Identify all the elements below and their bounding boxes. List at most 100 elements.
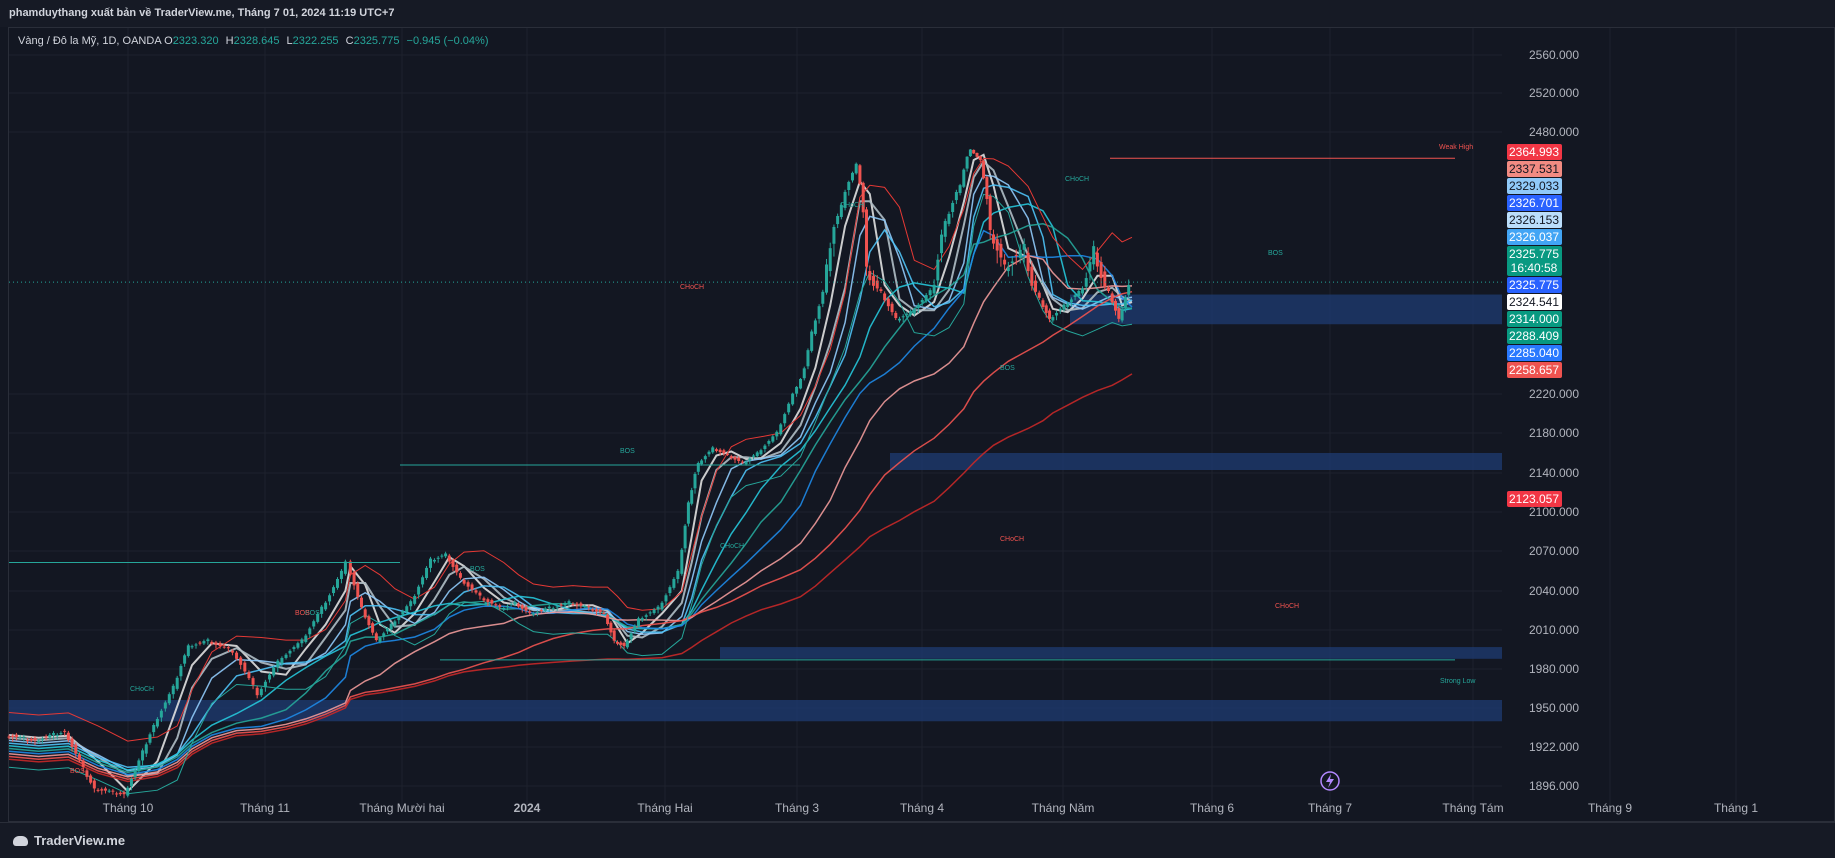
candle-body — [714, 449, 718, 451]
candle-body — [1006, 267, 1010, 272]
price-label-badge — [1507, 229, 1562, 245]
candle-body — [813, 320, 817, 334]
candle-body — [528, 611, 532, 613]
candle-body — [879, 289, 883, 291]
structure-annotation: BOS — [70, 768, 85, 775]
candle-body — [444, 553, 448, 557]
candle-body — [1058, 308, 1062, 311]
candle-body — [1010, 261, 1014, 263]
x-tick-label: Tháng 3 — [775, 801, 819, 815]
candle-body — [861, 182, 865, 213]
candle-body — [1120, 309, 1124, 321]
x-tick-label: Tháng 11 — [240, 801, 290, 815]
brand-name: TraderView.me — [34, 833, 126, 848]
candle-body — [118, 792, 122, 795]
candle-body — [991, 234, 995, 244]
y-tick-label: 1922.000 — [1529, 740, 1579, 754]
candle-body — [356, 583, 360, 597]
candle-body — [179, 665, 183, 677]
price-label-text: 2258.657 — [1509, 363, 1559, 377]
candle-body — [77, 754, 81, 761]
candle-body — [455, 564, 459, 573]
candle-body — [520, 605, 524, 609]
candle-body — [810, 331, 814, 351]
candle-body — [726, 453, 730, 455]
order-block-zone — [1070, 294, 1502, 325]
candle-body — [218, 642, 222, 646]
structure-annotation: CHoCH — [1000, 536, 1024, 543]
candle-body — [85, 770, 89, 777]
symbol-name[interactable]: Vàng / Đô la Mỹ, 1D, OANDA — [18, 35, 162, 47]
candle-body — [255, 687, 259, 696]
candle-body — [802, 368, 806, 379]
candle-body — [722, 450, 726, 454]
structure-annotation: CHoCH — [1065, 176, 1089, 183]
candle-body — [1127, 285, 1131, 295]
moving-average-line — [8, 153, 1133, 793]
candle-body — [40, 738, 44, 740]
candle-body — [74, 744, 78, 754]
price-chart[interactable]: BOSCHoCHBOSCHoCHCHoCHBOSCHoCHCHoCHBOSBOS… — [0, 0, 1835, 822]
candle-body — [547, 606, 551, 609]
candle-body — [587, 606, 591, 608]
price-label-badge — [1507, 144, 1562, 160]
candle-body — [474, 590, 478, 593]
candle-body — [940, 234, 944, 254]
candle-body — [890, 303, 894, 313]
candle-body — [567, 601, 571, 603]
candle-body — [186, 645, 190, 656]
price-label-badge — [1507, 362, 1562, 378]
candle-body — [594, 609, 598, 612]
price-label-badge — [1507, 195, 1562, 211]
candle-body — [494, 604, 498, 606]
candle-body — [470, 584, 474, 590]
candle-body — [909, 311, 913, 315]
candle-body — [602, 612, 606, 614]
candle-body — [640, 618, 644, 621]
candle-body — [951, 202, 955, 212]
candle-body — [619, 642, 623, 645]
x-tick-label: Tháng Tám — [1442, 801, 1503, 815]
candle-body — [462, 579, 466, 584]
candle-body — [70, 738, 74, 747]
candle-body — [821, 291, 825, 304]
moving-average-line — [8, 174, 1133, 772]
candle-body — [397, 616, 401, 621]
candle-body — [490, 600, 494, 604]
candle-body — [33, 738, 37, 741]
candle-body — [1084, 278, 1088, 287]
candle-body — [343, 561, 347, 574]
order-block-zone — [720, 647, 1502, 659]
candle-body — [352, 572, 356, 586]
candle-body — [393, 621, 397, 626]
candle-body — [783, 414, 787, 424]
high-value: 2328.645 — [233, 35, 280, 47]
brand-logo[interactable]: TraderView.me — [13, 833, 125, 848]
candle-body — [328, 595, 332, 602]
candle-body — [1066, 303, 1070, 307]
candle-body — [629, 633, 633, 640]
candle-body — [583, 606, 587, 608]
candle-body — [1037, 292, 1041, 298]
y-tick-label: 2520.000 — [1529, 86, 1579, 100]
candle-body — [296, 643, 300, 648]
candle-body — [703, 456, 707, 460]
y-tick-label: 2140.000 — [1529, 466, 1579, 480]
candle-body — [259, 688, 263, 696]
candle-body — [163, 702, 167, 709]
candle-body — [543, 608, 547, 611]
price-label-text: 16:40:58 — [1511, 261, 1558, 275]
candle-body — [795, 386, 799, 394]
candle-body — [268, 674, 272, 680]
candle-body — [700, 460, 704, 465]
candle-body — [363, 609, 367, 618]
moving-average-line — [8, 373, 1133, 783]
candle-body — [767, 441, 771, 444]
y-tick-label: 2480.000 — [1529, 125, 1579, 139]
price-label-text: 2314.000 — [1509, 312, 1559, 326]
y-tick-label: 2560.000 — [1529, 48, 1579, 62]
candle-body — [152, 725, 156, 733]
candle-body — [348, 561, 352, 574]
candle-body — [555, 606, 559, 608]
candle-body — [759, 450, 763, 455]
